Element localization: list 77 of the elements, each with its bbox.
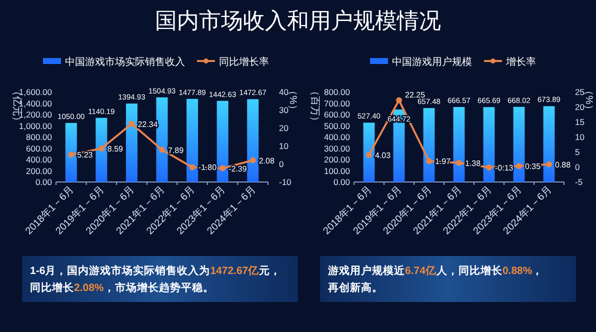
data-label: 0.88 bbox=[555, 160, 572, 170]
y-tick-label: 0.00 bbox=[35, 177, 52, 187]
point bbox=[68, 152, 74, 158]
y2-tick-label: 10 bbox=[279, 141, 289, 151]
point bbox=[456, 160, 462, 166]
y2-tick-label: 20 bbox=[575, 102, 585, 112]
text: 1-6月，国内游戏市场实际销售收入为1472.67亿元， bbox=[30, 264, 282, 277]
bar bbox=[96, 118, 108, 182]
y-tick-label: 0.00 bbox=[333, 177, 350, 187]
bar bbox=[247, 99, 259, 182]
bar bbox=[126, 104, 138, 182]
y2-tick-label: 0 bbox=[279, 159, 284, 169]
y2-tick-label: 10 bbox=[575, 132, 585, 142]
legend-label: 增长率 bbox=[505, 56, 536, 68]
y-tick-label: 300.00 bbox=[324, 143, 350, 154]
text: 游戏用户规模近6.74亿人，同比增长0.88%， bbox=[327, 264, 544, 277]
y2-tick-label: 0 bbox=[575, 162, 580, 172]
point bbox=[220, 165, 226, 172]
point bbox=[128, 120, 135, 127]
y2-tick-label: -5 bbox=[575, 177, 583, 187]
y2-axis-title: （%） bbox=[583, 86, 594, 114]
y-tick-label: 400.00 bbox=[26, 154, 52, 164]
y2-axis-title: （%） bbox=[287, 86, 298, 114]
y-tick-label: 1,600.00 bbox=[18, 87, 52, 97]
y-tick-label: 500.00 bbox=[324, 120, 350, 131]
bar bbox=[363, 122, 375, 182]
data-label: -2.39 bbox=[228, 164, 248, 174]
point bbox=[426, 158, 432, 164]
data-label: 22.25 bbox=[405, 90, 426, 100]
point bbox=[516, 162, 522, 169]
bar bbox=[453, 107, 465, 182]
y2-tick-label: 40 bbox=[279, 87, 289, 97]
point bbox=[159, 146, 165, 153]
point bbox=[98, 146, 104, 152]
y-tick-label: 200.00 bbox=[26, 166, 52, 176]
data-label: 8.59 bbox=[107, 144, 124, 154]
data-label: 4.03 bbox=[375, 150, 392, 160]
legend-label: 同比增长率 bbox=[219, 56, 269, 68]
y-tick-label: 600.00 bbox=[324, 110, 350, 120]
y2-tick-label: -10 bbox=[279, 177, 292, 187]
y2-tick-label: 30 bbox=[279, 105, 289, 115]
y2-tick-label: 5 bbox=[575, 147, 580, 157]
y2-tick-label: 25 bbox=[575, 87, 585, 97]
y-axis-title: （百万） bbox=[309, 86, 320, 126]
text: 同比增长2.08%，市场增长趋势平稳。 bbox=[30, 281, 214, 294]
y-tick-label: 400.00 bbox=[324, 132, 350, 142]
y2-tick-label: 15 bbox=[575, 117, 585, 127]
point bbox=[396, 97, 402, 104]
y-tick-label: 600.00 bbox=[26, 143, 52, 154]
y-tick-label: 100.00 bbox=[324, 166, 350, 176]
y2-tick-label: 20 bbox=[279, 123, 289, 133]
y-tick-label: 800.00 bbox=[324, 87, 350, 97]
legend-label: 中国游戏用户规模 bbox=[392, 56, 472, 68]
bar bbox=[65, 122, 77, 182]
data-label: 7.89 bbox=[168, 146, 184, 155]
bar bbox=[543, 106, 555, 182]
bar bbox=[483, 107, 495, 182]
text: 再创新高。 bbox=[327, 281, 383, 294]
data-label: 5.23 bbox=[77, 150, 94, 160]
chart-title: 国内市场收入和用户规模情况 bbox=[155, 8, 441, 33]
point bbox=[250, 157, 256, 164]
point bbox=[366, 152, 372, 158]
y-tick-label: 700.00 bbox=[324, 98, 350, 108]
bar bbox=[186, 98, 198, 182]
bar bbox=[423, 108, 435, 182]
y-tick-label: 800.00 bbox=[26, 132, 52, 142]
point bbox=[546, 161, 552, 168]
bar bbox=[216, 100, 228, 182]
y-tick-label: 200.00 bbox=[324, 154, 350, 164]
data-label: -1.80 bbox=[198, 163, 218, 172]
bar bbox=[513, 106, 525, 182]
data-label: 2.08 bbox=[258, 156, 275, 166]
y-tick-label: 1,000.00 bbox=[18, 120, 52, 131]
point bbox=[486, 164, 492, 170]
legend-label: 中国游戏市场实际销售收入 bbox=[65, 56, 185, 68]
point bbox=[189, 164, 196, 170]
bar bbox=[156, 97, 168, 182]
